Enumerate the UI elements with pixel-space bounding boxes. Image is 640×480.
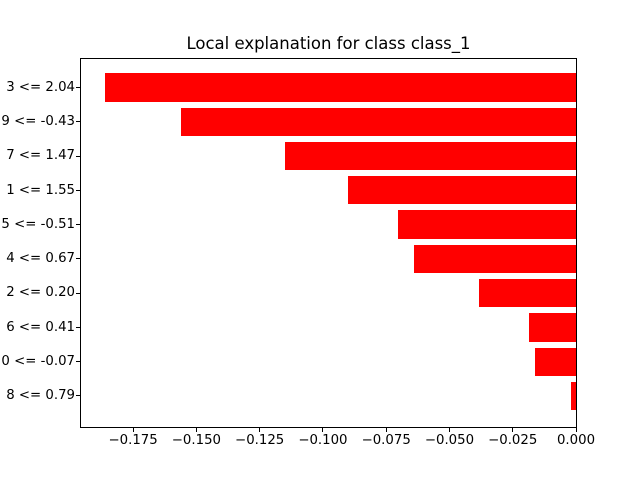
y-axis-tick-mark (76, 292, 80, 294)
x-axis-tick-mark (575, 428, 577, 432)
bar-segment (348, 176, 576, 205)
y-tick-label: 6 <= 0.41 (6, 319, 75, 335)
chart-title: Local explanation for class class_1 (186, 34, 471, 53)
x-tick-label: 0.000 (556, 432, 596, 448)
x-axis-tick-mark (322, 428, 324, 432)
y-axis-tick-mark (76, 395, 80, 397)
bar-segment (570, 381, 576, 411)
x-tick-label: −0.175 (108, 432, 158, 448)
plot-area (80, 58, 577, 428)
y-tick-label: 7 <= 1.47 (6, 148, 75, 164)
y-tick-label: 9 <= -0.43 (1, 114, 75, 130)
y-tick-label: 5 <= -0.51 (1, 216, 75, 232)
y-tick-label: 8 <= 0.79 (6, 388, 75, 404)
bar-segment (528, 313, 576, 342)
x-axis-tick-mark (512, 428, 514, 432)
bar-segment (181, 107, 576, 136)
y-tick-label: 1 <= 1.55 (6, 182, 75, 198)
y-axis-tick-mark (76, 155, 80, 157)
bar-segment (105, 73, 576, 102)
x-tick-label: −0.025 (488, 432, 538, 448)
y-tick-label: 2 <= 0.20 (6, 285, 75, 301)
y-axis-tick-mark (76, 87, 80, 88)
x-axis-tick-mark (385, 428, 387, 432)
y-axis-tick-mark (76, 258, 80, 260)
x-tick-label: −0.150 (171, 432, 221, 448)
y-axis-tick-mark (76, 326, 80, 328)
x-tick-label: −0.075 (361, 432, 411, 448)
y-axis-tick-mark (76, 361, 80, 363)
x-axis-tick-mark (259, 428, 261, 432)
y-tick-label: 3 <= 2.04 (6, 79, 75, 95)
bar-segment (397, 210, 576, 239)
x-tick-label: −0.125 (235, 432, 285, 448)
bar-segment (414, 244, 576, 273)
bar-segment (284, 141, 576, 171)
x-tick-label: −0.100 (298, 432, 348, 448)
y-tick-label: 0 <= -0.07 (1, 353, 75, 369)
x-axis-tick-mark (195, 428, 197, 432)
x-axis-tick-mark (132, 428, 134, 432)
y-axis-tick-mark (76, 189, 80, 191)
y-tick-label: 4 <= 0.67 (6, 251, 75, 267)
y-axis-tick-mark (76, 224, 80, 226)
x-axis-tick-mark (448, 428, 450, 432)
bar-segment (478, 278, 576, 308)
x-tick-label: −0.050 (424, 432, 475, 448)
bar-segment (535, 347, 576, 376)
y-axis-tick-mark (76, 121, 80, 123)
